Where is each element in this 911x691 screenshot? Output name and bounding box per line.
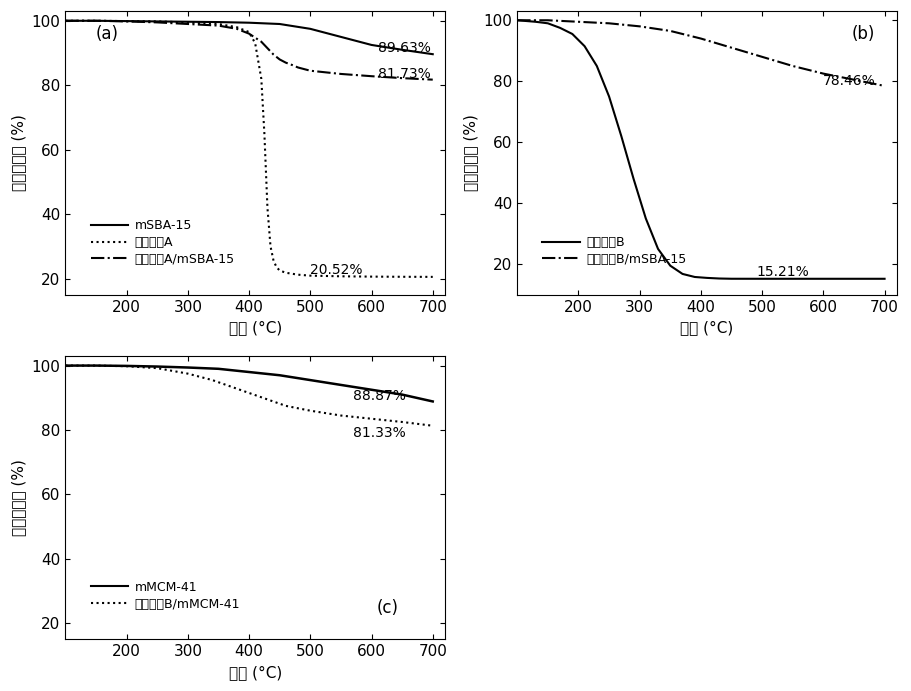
Text: 88.87%: 88.87% [353,389,405,403]
Text: 89.63%: 89.63% [377,41,430,55]
Text: 15.21%: 15.21% [755,265,808,278]
Text: (b): (b) [850,26,874,44]
Y-axis label: 质量保留率 (%): 质量保留率 (%) [463,115,477,191]
Text: (c): (c) [376,599,398,617]
Legend: mSBA-15, 抗静电剂A, 抗静电剂A/mSBA-15: mSBA-15, 抗静电剂A, 抗静电剂A/mSBA-15 [90,219,234,266]
X-axis label: 温度 (°C): 温度 (°C) [680,320,732,335]
Text: 81.33%: 81.33% [353,426,405,440]
X-axis label: 温度 (°C): 温度 (°C) [229,665,281,680]
Legend: mMCM-41, 抗静电剂B/mMCM-41: mMCM-41, 抗静电剂B/mMCM-41 [90,581,240,611]
Y-axis label: 质量保留率 (%): 质量保留率 (%) [11,460,26,536]
X-axis label: 温度 (°C): 温度 (°C) [229,320,281,335]
Legend: 抗静电剂B, 抗静电剂B/mSBA-15: 抗静电剂B, 抗静电剂B/mSBA-15 [542,236,686,266]
Y-axis label: 质量保留率 (%): 质量保留率 (%) [11,115,26,191]
Text: 20.52%: 20.52% [310,263,363,278]
Text: (a): (a) [96,26,118,44]
Text: 81.73%: 81.73% [377,67,430,81]
Text: 78.46%: 78.46% [823,74,875,88]
